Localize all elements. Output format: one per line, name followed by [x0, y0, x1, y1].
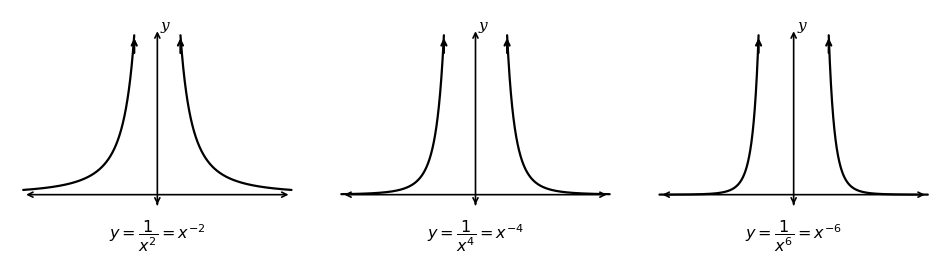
Text: y: y — [161, 19, 169, 33]
Text: y: y — [797, 19, 805, 33]
Text: $y = \dfrac{1}{x^4} = x^{-4}$: $y = \dfrac{1}{x^4} = x^{-4}$ — [427, 218, 524, 254]
Text: y: y — [479, 19, 488, 33]
Text: $y = \dfrac{1}{x^2} = x^{-2}$: $y = \dfrac{1}{x^2} = x^{-2}$ — [109, 218, 205, 254]
Text: $y = \dfrac{1}{x^6} = x^{-6}$: $y = \dfrac{1}{x^6} = x^{-6}$ — [746, 218, 842, 254]
